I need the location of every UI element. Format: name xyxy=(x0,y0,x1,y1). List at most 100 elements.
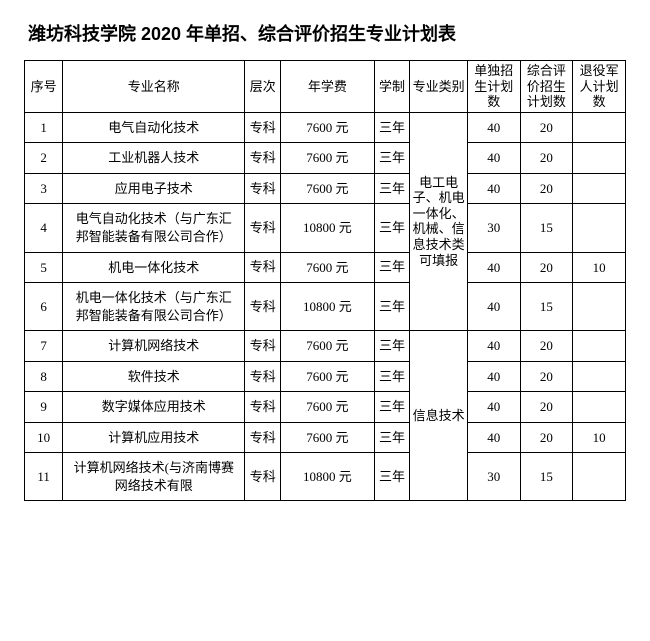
cell-name: 电气自动化技术（与广东汇邦智能装备有限公司合作） xyxy=(63,204,245,252)
cell-fee: 7600 元 xyxy=(281,143,374,174)
cell-duration: 三年 xyxy=(374,204,410,252)
cell-solo: 40 xyxy=(467,143,520,174)
cell-vet xyxy=(573,392,626,423)
table-row: 11 计算机网络技术(与济南博赛网络技术有限 专科 10800 元 三年 30 … xyxy=(25,453,626,501)
cell-fee: 7600 元 xyxy=(281,392,374,423)
cell-solo: 40 xyxy=(467,252,520,283)
cell-comp: 15 xyxy=(520,204,573,252)
plan-table: 序号 专业名称 层次 年学费 学制 专业类别 单独招生计划数 综合评价招生计划数… xyxy=(24,60,626,501)
cell-name: 计算机网络技术 xyxy=(63,331,245,362)
cell-category-1: 电工电子、机电一体化、机械、信息技术类可填报 xyxy=(410,112,467,330)
table-row: 7 计算机网络技术 专科 7600 元 三年 信息技术 40 20 xyxy=(25,331,626,362)
cell-comp: 20 xyxy=(520,392,573,423)
cell-solo: 40 xyxy=(467,361,520,392)
cell-name: 机电一体化技术 xyxy=(63,252,245,283)
table-row: 3 应用电子技术 专科 7600 元 三年 40 20 xyxy=(25,173,626,204)
header-idx: 序号 xyxy=(25,61,63,113)
table-row: 6 机电一体化技术（与广东汇邦智能装备有限公司合作） 专科 10800 元 三年… xyxy=(25,283,626,331)
cell-idx: 6 xyxy=(25,283,63,331)
cell-level: 专科 xyxy=(245,422,281,453)
cell-fee: 7600 元 xyxy=(281,331,374,362)
cell-duration: 三年 xyxy=(374,331,410,362)
cell-duration: 三年 xyxy=(374,361,410,392)
header-level: 层次 xyxy=(245,61,281,113)
table-row: 5 机电一体化技术 专科 7600 元 三年 40 20 10 xyxy=(25,252,626,283)
header-fee: 年学费 xyxy=(281,61,374,113)
cell-vet: 10 xyxy=(573,252,626,283)
cell-solo: 30 xyxy=(467,204,520,252)
header-name: 专业名称 xyxy=(63,61,245,113)
cell-category-2: 信息技术 xyxy=(410,331,467,501)
cell-idx: 5 xyxy=(25,252,63,283)
cell-level: 专科 xyxy=(245,252,281,283)
cell-duration: 三年 xyxy=(374,453,410,501)
page-title: 潍坊科技学院 2020 年单招、综合评价招生专业计划表 xyxy=(28,20,626,46)
cell-idx: 1 xyxy=(25,112,63,143)
cell-comp: 20 xyxy=(520,252,573,283)
table-row: 2 工业机器人技术 专科 7600 元 三年 40 20 xyxy=(25,143,626,174)
cell-name: 计算机网络技术(与济南博赛网络技术有限 xyxy=(63,453,245,501)
cell-duration: 三年 xyxy=(374,283,410,331)
table-row: 4 电气自动化技术（与广东汇邦智能装备有限公司合作） 专科 10800 元 三年… xyxy=(25,204,626,252)
cell-idx: 10 xyxy=(25,422,63,453)
cell-vet xyxy=(573,143,626,174)
cell-level: 专科 xyxy=(245,173,281,204)
cell-vet xyxy=(573,173,626,204)
cell-fee: 7600 元 xyxy=(281,112,374,143)
cell-name: 工业机器人技术 xyxy=(63,143,245,174)
cell-duration: 三年 xyxy=(374,143,410,174)
table-row: 10 计算机应用技术 专科 7600 元 三年 40 20 10 xyxy=(25,422,626,453)
cell-solo: 40 xyxy=(467,392,520,423)
cell-name: 机电一体化技术（与广东汇邦智能装备有限公司合作） xyxy=(63,283,245,331)
cell-duration: 三年 xyxy=(374,173,410,204)
cell-level: 专科 xyxy=(245,361,281,392)
header-veteran: 退役军人计划数 xyxy=(573,61,626,113)
table-header-row: 序号 专业名称 层次 年学费 学制 专业类别 单独招生计划数 综合评价招生计划数… xyxy=(25,61,626,113)
cell-duration: 三年 xyxy=(374,392,410,423)
cell-idx: 11 xyxy=(25,453,63,501)
cell-vet: 10 xyxy=(573,422,626,453)
cell-fee: 7600 元 xyxy=(281,422,374,453)
table-row: 9 数字媒体应用技术 专科 7600 元 三年 40 20 xyxy=(25,392,626,423)
cell-duration: 三年 xyxy=(374,112,410,143)
cell-name: 软件技术 xyxy=(63,361,245,392)
cell-idx: 8 xyxy=(25,361,63,392)
table-body: 1 电气自动化技术 专科 7600 元 三年 电工电子、机电一体化、机械、信息技… xyxy=(25,112,626,501)
cell-level: 专科 xyxy=(245,331,281,362)
cell-comp: 20 xyxy=(520,112,573,143)
cell-vet xyxy=(573,361,626,392)
cell-name: 计算机应用技术 xyxy=(63,422,245,453)
cell-solo: 40 xyxy=(467,173,520,204)
cell-comp: 20 xyxy=(520,422,573,453)
cell-idx: 4 xyxy=(25,204,63,252)
cell-vet xyxy=(573,453,626,501)
cell-solo: 40 xyxy=(467,422,520,453)
cell-idx: 2 xyxy=(25,143,63,174)
header-solo: 单独招生计划数 xyxy=(467,61,520,113)
cell-duration: 三年 xyxy=(374,252,410,283)
cell-vet xyxy=(573,283,626,331)
cell-duration: 三年 xyxy=(374,422,410,453)
cell-comp: 20 xyxy=(520,143,573,174)
cell-vet xyxy=(573,204,626,252)
cell-comp: 20 xyxy=(520,361,573,392)
cell-solo: 30 xyxy=(467,453,520,501)
header-category: 专业类别 xyxy=(410,61,467,113)
header-comp: 综合评价招生计划数 xyxy=(520,61,573,113)
cell-solo: 40 xyxy=(467,283,520,331)
cell-fee: 7600 元 xyxy=(281,252,374,283)
cell-comp: 15 xyxy=(520,283,573,331)
cell-comp: 20 xyxy=(520,331,573,362)
cell-idx: 3 xyxy=(25,173,63,204)
cell-solo: 40 xyxy=(467,331,520,362)
cell-level: 专科 xyxy=(245,392,281,423)
table-row: 1 电气自动化技术 专科 7600 元 三年 电工电子、机电一体化、机械、信息技… xyxy=(25,112,626,143)
cell-fee: 10800 元 xyxy=(281,283,374,331)
cell-idx: 9 xyxy=(25,392,63,423)
cell-comp: 20 xyxy=(520,173,573,204)
cell-level: 专科 xyxy=(245,112,281,143)
cell-level: 专科 xyxy=(245,143,281,174)
cell-solo: 40 xyxy=(467,112,520,143)
header-duration: 学制 xyxy=(374,61,410,113)
cell-vet xyxy=(573,112,626,143)
